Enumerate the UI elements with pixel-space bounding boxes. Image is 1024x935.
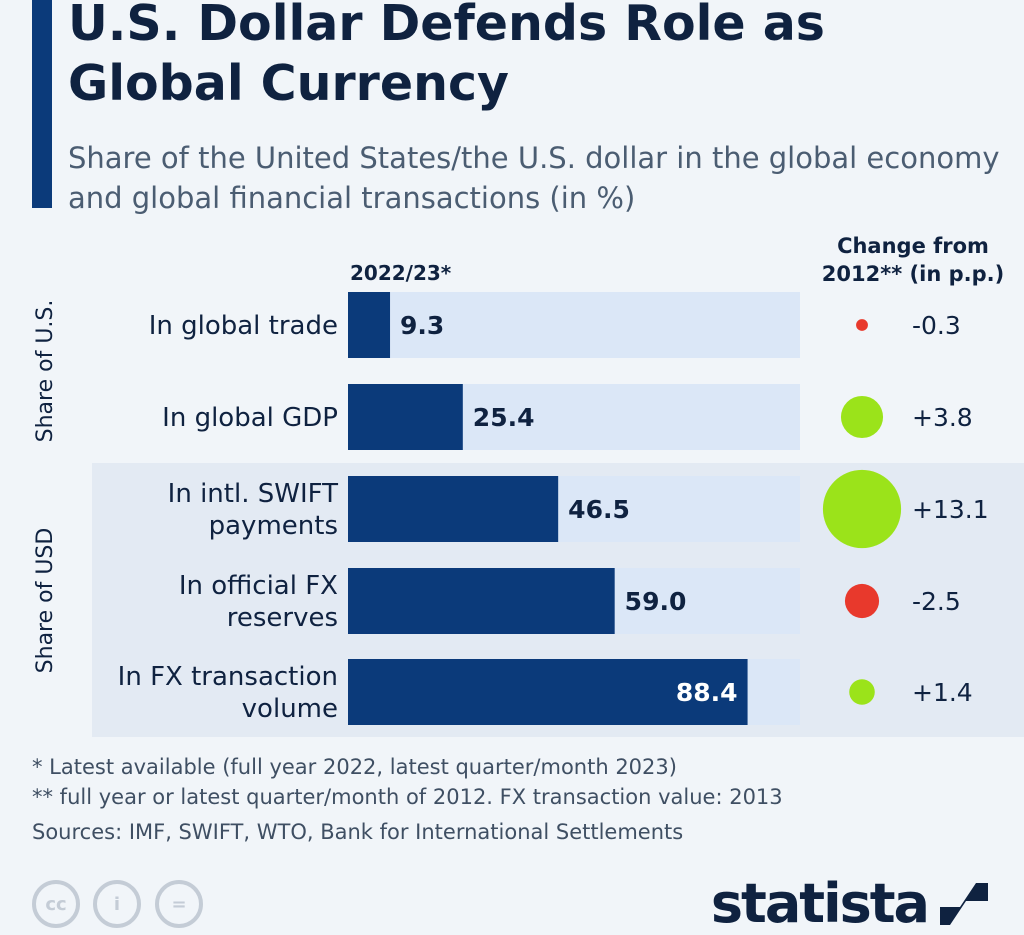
- bar-value-label: 46.5: [568, 495, 630, 524]
- group-label: Share of U.S.: [33, 300, 58, 443]
- change-bubble: [844, 583, 880, 619]
- change-label: -2.5: [912, 587, 961, 616]
- cc-icon: cc: [32, 880, 80, 928]
- attribution-icon: i: [93, 880, 141, 928]
- footnote-2: ** full year or latest quarter/month of …: [32, 785, 783, 809]
- bar-track: [348, 292, 800, 358]
- change-bubble: [856, 319, 868, 331]
- category-label: volume: [242, 694, 338, 724]
- bar: [348, 292, 391, 358]
- no-derivatives-icon: =: [155, 880, 203, 928]
- change-label: +3.8: [912, 403, 973, 432]
- bar: [348, 476, 559, 542]
- change-label: +13.1: [912, 495, 989, 524]
- group-label: Share of USD: [33, 528, 58, 674]
- chart: 2022/23* Change from 2012** (in p.p.) Share…: [33, 234, 1024, 737]
- statista-logo: statista: [711, 872, 992, 935]
- change-header: Change from: [837, 234, 989, 258]
- statista-logo-icon: [940, 882, 988, 925]
- category-label: In official FX: [179, 571, 338, 601]
- sources: Sources: IMF, SWIFT, WTO, Bank for Inter…: [32, 820, 684, 844]
- bar: [348, 568, 615, 634]
- bar: [348, 659, 748, 725]
- bar-value-label: 59.0: [625, 587, 687, 616]
- change-bubble: [840, 395, 884, 439]
- category-label: payments: [209, 511, 338, 541]
- bar-value-label: 9.3: [400, 311, 444, 340]
- category-label: In intl. SWIFT: [168, 479, 338, 509]
- bar-value-label: 25.4: [473, 403, 535, 432]
- change-label: -0.3: [912, 311, 961, 340]
- category-label: In global GDP: [162, 403, 338, 433]
- chart-title: U.S. Dollar Defends Role as Global Curre…: [68, 0, 825, 112]
- chart-subtitle: Share of the United States/the U.S. doll…: [68, 141, 1000, 215]
- category-label: In FX transaction: [118, 662, 338, 692]
- change-header: 2012** (in p.p.): [822, 262, 1004, 286]
- title-accent-bar: [32, 0, 52, 208]
- category-label: In global trade: [149, 311, 338, 341]
- footnote-1: * Latest available (full year 2022, late…: [32, 755, 677, 779]
- category-label: reserves: [227, 603, 338, 633]
- change-bubble: [822, 469, 902, 549]
- column-header: 2022/23*: [350, 261, 452, 285]
- change-label: +1.4: [912, 678, 973, 707]
- bar: [348, 384, 463, 450]
- change-bubble: [849, 679, 875, 705]
- logo-text: statista: [710, 872, 930, 935]
- bar-value-label: 88.4: [676, 678, 738, 707]
